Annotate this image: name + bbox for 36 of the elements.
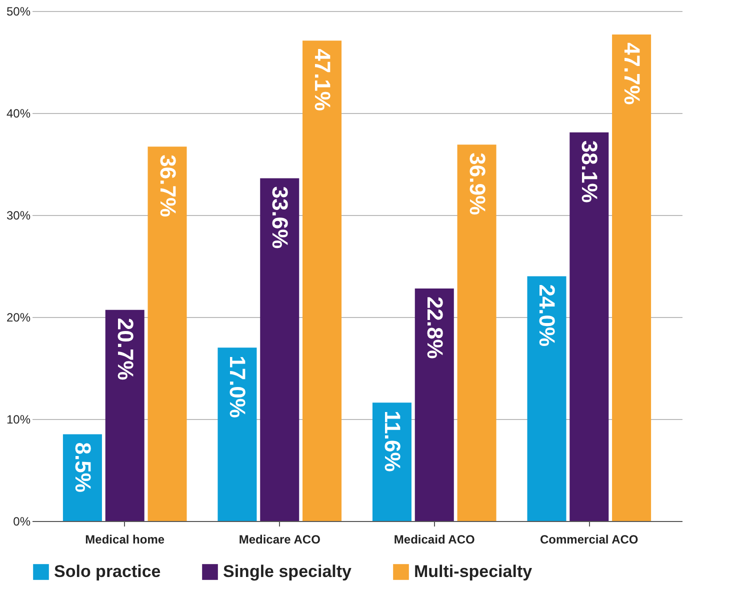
data-label: 17.0%: [225, 356, 250, 418]
y-tick-label: 30%: [6, 208, 31, 222]
bar: [260, 178, 300, 521]
data-label: 33.6%: [268, 186, 293, 249]
y-tick-label: 20%: [6, 310, 31, 324]
bar: [457, 144, 496, 521]
x-tick-label: Medical home: [85, 532, 165, 546]
x-tick-label: Medicaid ACO: [394, 532, 475, 546]
bar: [302, 40, 342, 521]
bar: [612, 34, 652, 521]
y-tick-label: 0%: [13, 514, 31, 528]
data-label: 8.5%: [70, 442, 96, 492]
data-label: 24.0%: [534, 284, 560, 347]
bar: [414, 288, 454, 521]
x-tick-label: Medicare ACO: [238, 532, 320, 546]
bar: [527, 276, 566, 521]
legend-label: Solo practice: [54, 562, 161, 581]
bar: [570, 132, 609, 521]
data-label: 47.7%: [620, 42, 645, 105]
bar: [148, 146, 187, 521]
y-tick-label: 10%: [6, 412, 31, 426]
bar: [105, 310, 144, 521]
bar: [218, 348, 257, 521]
data-label: 47.1%: [310, 48, 336, 111]
data-label: 11.6%: [380, 410, 405, 472]
legend-label: Multi-specialty: [414, 562, 533, 581]
legend-label: Single specialty: [223, 562, 352, 581]
data-label: 38.1%: [577, 140, 602, 203]
x-tick-label: Commercial ACO: [540, 532, 638, 546]
data-label: 36.7%: [155, 154, 180, 218]
y-tick-label: 50%: [6, 4, 31, 18]
bar: [372, 402, 412, 521]
data-label: 22.8%: [422, 296, 448, 359]
data-label: 20.7%: [112, 318, 138, 380]
y-tick-label: 40%: [6, 106, 31, 120]
data-label: 36.9%: [464, 152, 490, 216]
